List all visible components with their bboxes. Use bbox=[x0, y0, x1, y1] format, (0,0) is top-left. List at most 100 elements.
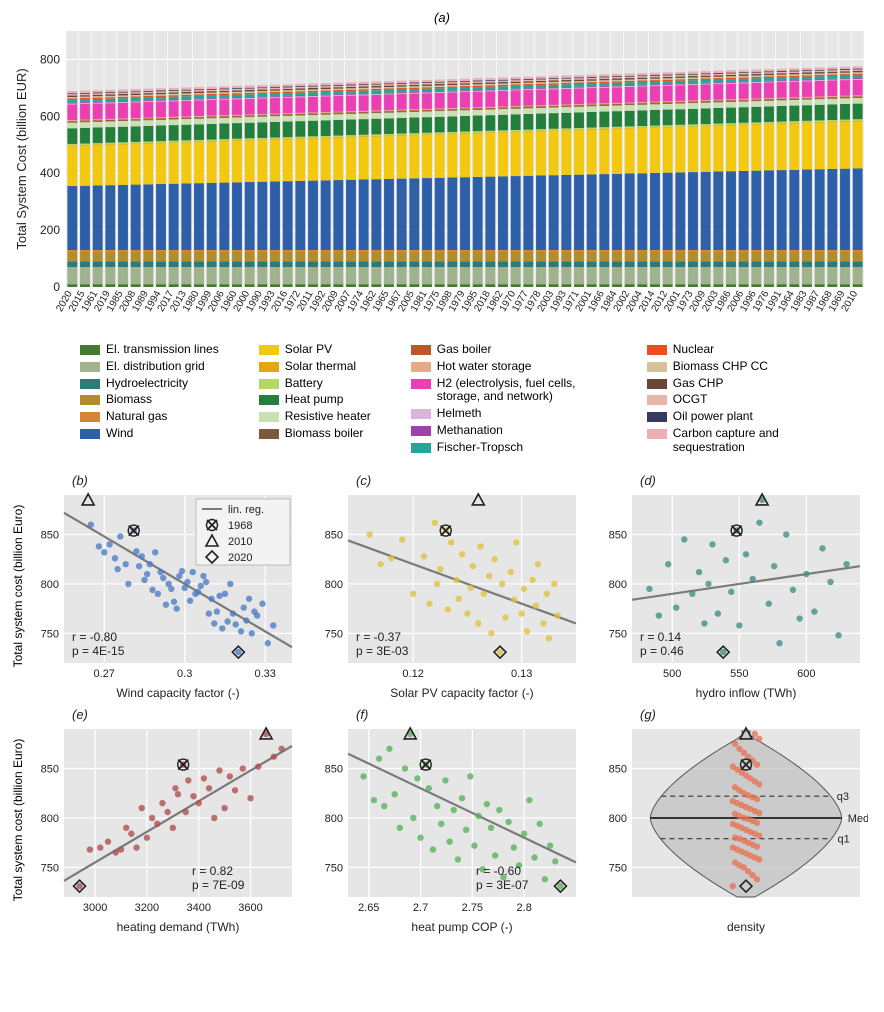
panel-b: Total system cost (billion Euro) 7508008… bbox=[20, 471, 300, 701]
legend-label: Gas CHP bbox=[673, 377, 724, 391]
legend-label: Solar thermal bbox=[285, 360, 356, 374]
legend-label: Gas boiler bbox=[437, 343, 492, 357]
legend-swatch bbox=[80, 362, 100, 372]
svg-text:(e): (e) bbox=[72, 707, 88, 722]
legend-label: Nuclear bbox=[673, 343, 714, 357]
svg-text:r = -0.37: r = -0.37 bbox=[356, 630, 401, 644]
svg-text:850: 850 bbox=[41, 529, 59, 541]
svg-text:200: 200 bbox=[40, 223, 60, 237]
svg-text:Wind capacity factor (-): Wind capacity factor (-) bbox=[116, 686, 239, 700]
svg-text:0.12: 0.12 bbox=[402, 668, 423, 680]
svg-text:0.33: 0.33 bbox=[254, 668, 275, 680]
svg-text:density: density bbox=[727, 920, 765, 934]
legend-swatch bbox=[80, 345, 100, 355]
svg-text:q3: q3 bbox=[837, 791, 849, 803]
panel-e: Total system cost (billion Euro) 7508008… bbox=[20, 705, 300, 935]
legend-swatch bbox=[411, 443, 431, 453]
legend-label: Solar PV bbox=[285, 343, 332, 357]
legend-label: Resistive heater bbox=[285, 410, 371, 424]
panel-g: 750800850(g)densityMed.q1q3 bbox=[588, 705, 868, 935]
svg-text:0.27: 0.27 bbox=[94, 668, 115, 680]
legend-label: Biomass boiler bbox=[285, 427, 364, 441]
svg-text:p = 7E-09: p = 7E-09 bbox=[192, 878, 245, 892]
legend-swatch bbox=[411, 426, 431, 436]
legend-item: Gas boiler bbox=[411, 343, 607, 357]
legend-item: El. distribution grid bbox=[80, 360, 219, 374]
legend-item: Fischer-Tropsch bbox=[411, 441, 607, 455]
svg-text:3000: 3000 bbox=[83, 902, 107, 914]
scatter-grid: Total system cost (billion Euro) 7508008… bbox=[10, 471, 874, 935]
svg-text:400: 400 bbox=[40, 166, 60, 180]
legend-label: Heat pump bbox=[285, 393, 344, 407]
legend-swatch bbox=[259, 379, 279, 389]
svg-text:2.8: 2.8 bbox=[517, 902, 532, 914]
svg-text:(f): (f) bbox=[356, 707, 368, 722]
legend-swatch bbox=[80, 395, 100, 405]
legend-item: Hot water storage bbox=[411, 360, 607, 374]
svg-text:800: 800 bbox=[609, 579, 627, 591]
svg-text:2020: 2020 bbox=[228, 552, 252, 564]
svg-text:r = -0.80: r = -0.80 bbox=[72, 630, 117, 644]
svg-text:q1: q1 bbox=[838, 833, 850, 845]
svg-text:750: 750 bbox=[609, 862, 627, 874]
svg-text:800: 800 bbox=[609, 813, 627, 825]
svg-text:2.65: 2.65 bbox=[358, 902, 379, 914]
svg-text:Med.: Med. bbox=[848, 813, 868, 825]
legend-item: Natural gas bbox=[80, 410, 219, 424]
svg-text:p = 3E-07: p = 3E-07 bbox=[476, 878, 529, 892]
legend-label: Hot water storage bbox=[437, 360, 532, 374]
legend-label: Fischer-Tropsch bbox=[437, 441, 523, 455]
legend-label: Biomass bbox=[106, 393, 152, 407]
svg-text:p = 0.46: p = 0.46 bbox=[640, 644, 684, 658]
legend-item: Solar PV bbox=[259, 343, 371, 357]
svg-text:heat pump COP (-): heat pump COP (-) bbox=[411, 920, 512, 934]
svg-text:750: 750 bbox=[41, 862, 59, 874]
svg-text:0.13: 0.13 bbox=[511, 668, 532, 680]
legend-swatch bbox=[647, 412, 667, 422]
svg-text:3200: 3200 bbox=[135, 902, 159, 914]
legend-swatch bbox=[259, 412, 279, 422]
svg-text:750: 750 bbox=[41, 628, 59, 640]
legend-swatch bbox=[80, 379, 100, 389]
legend-swatch bbox=[259, 429, 279, 439]
legend-swatch bbox=[80, 429, 100, 439]
svg-text:500: 500 bbox=[663, 668, 681, 680]
svg-text:r = 0.82: r = 0.82 bbox=[192, 864, 233, 878]
legend: El. transmission lines El. distribution g… bbox=[10, 335, 874, 471]
legend-label: Carbon capture and sequestration bbox=[673, 427, 843, 455]
svg-text:(d): (d) bbox=[640, 473, 656, 488]
legend-swatch bbox=[647, 345, 667, 355]
legend-item: Carbon capture and sequestration bbox=[647, 427, 843, 455]
svg-text:600: 600 bbox=[797, 668, 815, 680]
svg-text:3400: 3400 bbox=[186, 902, 210, 914]
svg-text:p = 3E-03: p = 3E-03 bbox=[356, 644, 409, 658]
svg-text:850: 850 bbox=[41, 763, 59, 775]
legend-swatch bbox=[411, 362, 431, 372]
legend-item: Nuclear bbox=[647, 343, 843, 357]
svg-text:600: 600 bbox=[40, 109, 60, 123]
legend-swatch bbox=[647, 429, 667, 439]
legend-swatch bbox=[647, 362, 667, 372]
panel-a-title: (a) bbox=[10, 10, 874, 25]
svg-text:hydro inflow (TWh): hydro inflow (TWh) bbox=[696, 686, 797, 700]
legend-label: El. transmission lines bbox=[106, 343, 219, 357]
legend-swatch bbox=[259, 395, 279, 405]
svg-text:Solar PV capacity factor (-): Solar PV capacity factor (-) bbox=[390, 686, 533, 700]
legend-item: Helmeth bbox=[411, 407, 607, 421]
svg-text:Total System Cost (billion EUR: Total System Cost (billion EUR) bbox=[14, 68, 29, 249]
svg-text:0.3: 0.3 bbox=[177, 668, 192, 680]
legend-item: H2 (electrolysis, fuel cells, storage, a… bbox=[411, 377, 607, 405]
svg-text:800: 800 bbox=[41, 813, 59, 825]
svg-text:800: 800 bbox=[40, 52, 60, 66]
svg-text:2.7: 2.7 bbox=[413, 902, 428, 914]
svg-text:(g): (g) bbox=[640, 707, 656, 722]
svg-text:800: 800 bbox=[325, 579, 343, 591]
legend-item: Solar thermal bbox=[259, 360, 371, 374]
legend-label: Oil power plant bbox=[673, 410, 753, 424]
svg-text:750: 750 bbox=[609, 628, 627, 640]
legend-swatch bbox=[259, 362, 279, 372]
legend-swatch bbox=[259, 345, 279, 355]
svg-text:1968: 1968 bbox=[228, 520, 252, 532]
legend-item: Heat pump bbox=[259, 393, 371, 407]
legend-swatch bbox=[647, 395, 667, 405]
